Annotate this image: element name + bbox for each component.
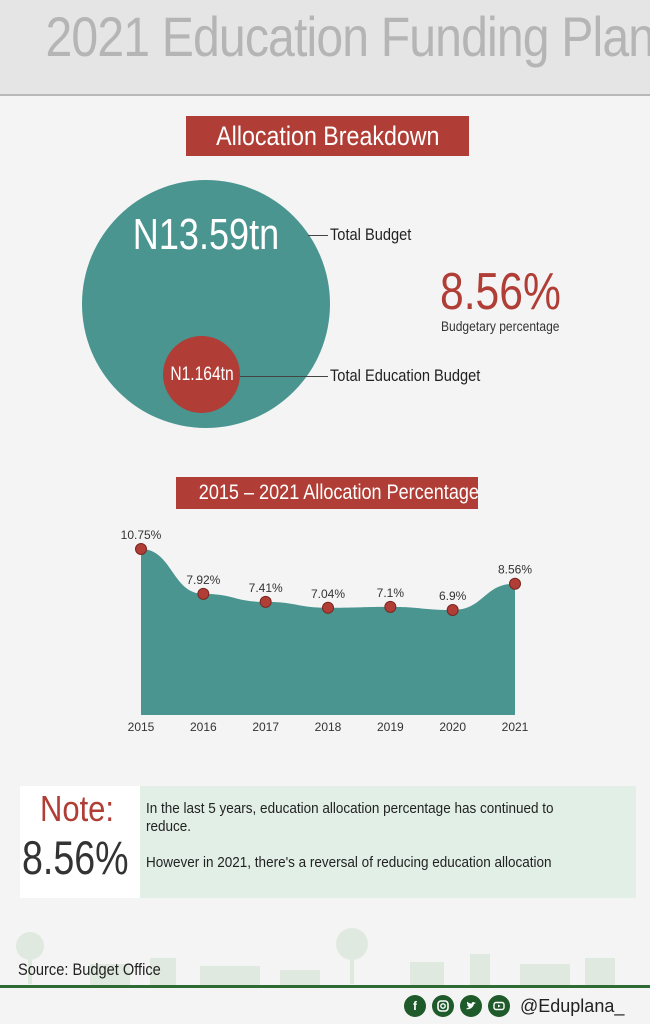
data-point-2015 (135, 543, 147, 555)
data-label-2018: 7.04% (311, 587, 345, 601)
data-point-2019 (384, 600, 397, 613)
footer-divider (0, 985, 650, 988)
data-point-2018 (322, 601, 334, 614)
header: 2021 Education Funding Plan (0, 0, 650, 96)
data-label-2021: 8.56% (498, 563, 532, 577)
footer-skyline-decoration (16, 928, 615, 986)
allocation-percentage-title: 2015 – 2021 Allocation Percentage (198, 481, 479, 504)
data-label-2016: 7.92% (186, 573, 220, 587)
data-label-2015: 10.75% (121, 528, 162, 542)
youtube-icon[interactable] (488, 995, 510, 1017)
note-title: Note: (40, 788, 115, 829)
total-budget-label: Total Budget (330, 225, 412, 244)
x-tick-label-2015: 2015 (128, 720, 155, 734)
note-label-panel (20, 786, 140, 898)
instagram-icon[interactable] (432, 995, 454, 1017)
x-tick-label-2018: 2018 (315, 720, 342, 734)
education-budget-label: Total Education Budget (330, 366, 481, 385)
data-point-2020 (446, 604, 459, 616)
budgetary-percentage-label: Budgetary percentage (441, 318, 560, 334)
education-budget-circle (163, 336, 240, 413)
data-label-2020: 6.9% (439, 589, 467, 603)
twitter-icon[interactable] (460, 995, 482, 1017)
source-label: Source: Budget Office (18, 960, 161, 979)
x-tick-label-2019: 2019 (377, 720, 404, 734)
note-line-2: However in 2021, there's a reversal of r… (146, 854, 552, 871)
total-budget-leader (308, 235, 328, 236)
allocation-breakdown-banner: Allocation Breakdown (186, 116, 469, 156)
allocation-breakdown-title: Allocation Breakdown (215, 121, 440, 151)
total-budget-value: N13.59tn (132, 210, 280, 259)
facebook-icon[interactable]: f (404, 995, 426, 1017)
data-point-2016 (197, 587, 210, 600)
data-label-2017: 7.41% (249, 581, 283, 595)
note-percentage: 8.56% (22, 831, 129, 884)
education-budget-leader (240, 376, 328, 377)
data-point-2021 (509, 577, 521, 590)
page-title: 2021 Education Funding Plan (45, 5, 650, 68)
allocation-percentage-chart: 10.75% 2015 7.92% 2016 7.41% 2017 7.04% 2018 7.1… (121, 528, 533, 734)
budgetary-percentage-value: 8.56% (440, 263, 561, 321)
data-label-2019: 7.1% (377, 586, 405, 600)
allocation-percentage-banner: 2015 – 2021 Allocation Percentage (176, 477, 479, 509)
x-tick-label-2020: 2020 (439, 720, 466, 734)
education-budget-value: N1.164tn (170, 364, 234, 385)
note-line-1: In the last 5 years, education allocatio… (146, 800, 554, 835)
x-tick-label-2016: 2016 (190, 720, 217, 734)
series-area (141, 549, 515, 715)
x-tick-label-2021: 2021 (502, 720, 529, 734)
social-links: f @Eduplana_ (404, 993, 624, 1019)
x-tick-label-2017: 2017 (252, 720, 279, 734)
data-point-2017 (259, 595, 272, 608)
social-handle[interactable]: @Eduplana_ (520, 995, 625, 1016)
